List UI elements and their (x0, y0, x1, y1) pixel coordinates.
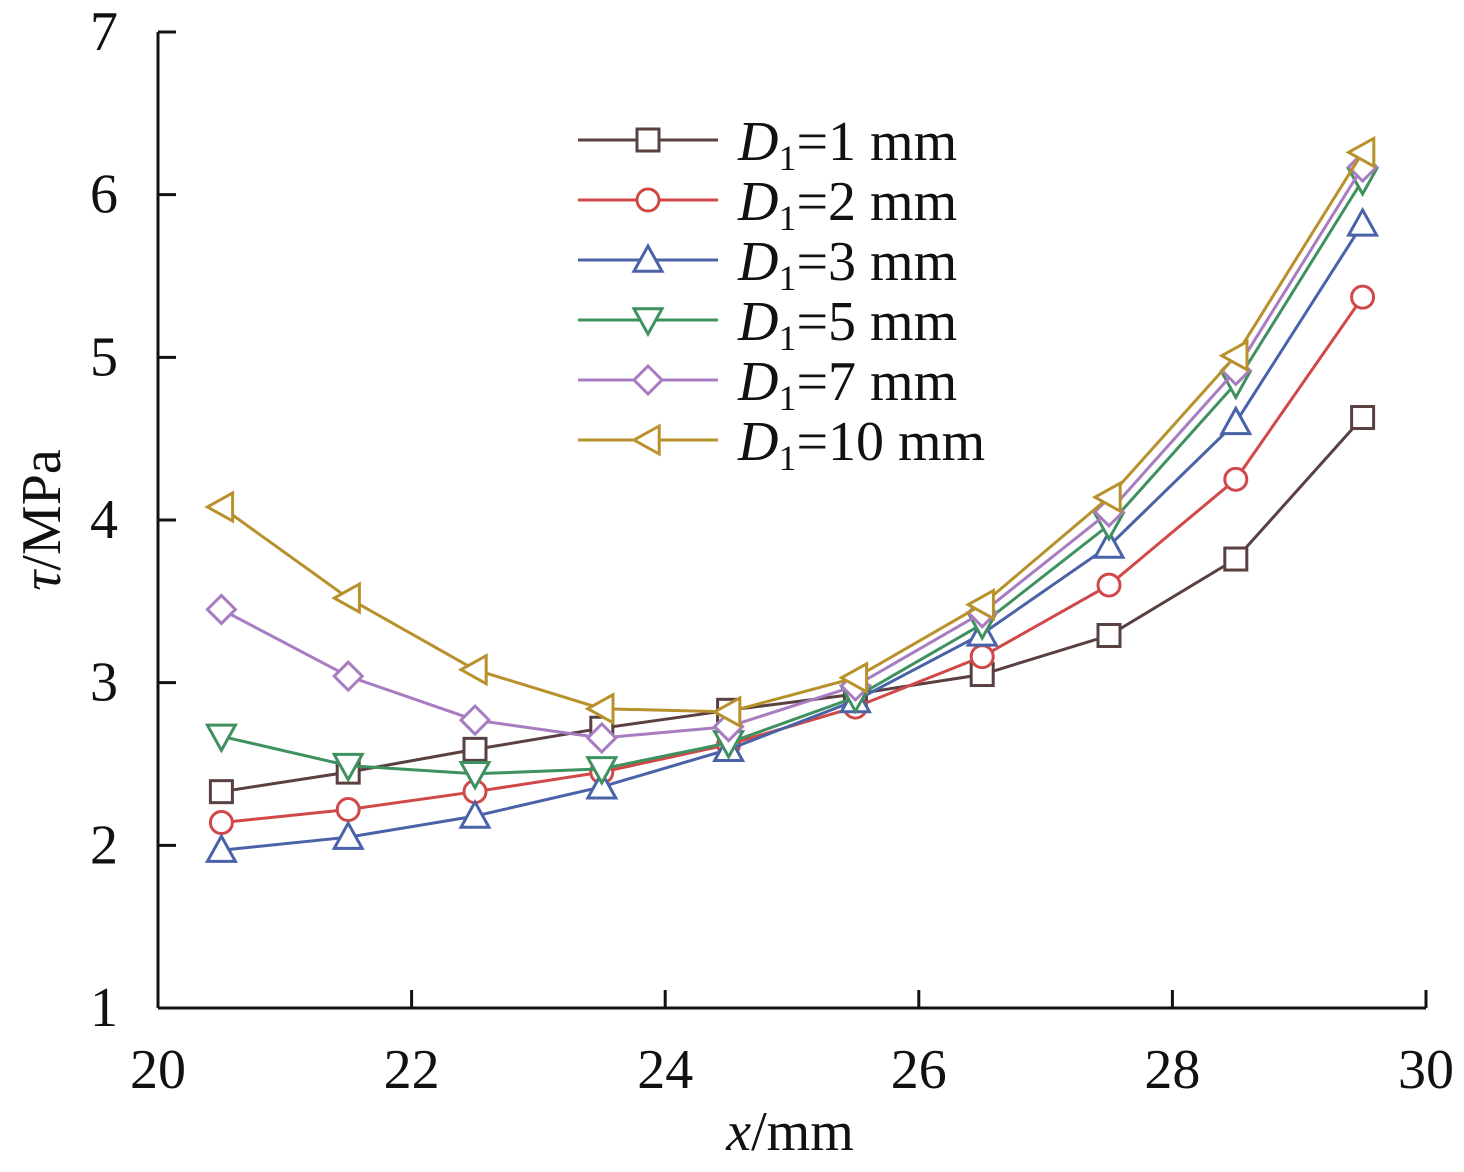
data-point (1350, 284, 1376, 310)
data-point (331, 820, 365, 850)
x-axis-label: x/mm (725, 1101, 854, 1163)
legend-marker (631, 307, 665, 338)
data-point (1223, 546, 1249, 572)
data-point (1350, 405, 1376, 431)
data-point (1096, 622, 1122, 648)
data-point (969, 644, 995, 670)
legend-marker (635, 187, 661, 213)
data-point (458, 703, 492, 737)
data-point (204, 723, 238, 754)
data-point (585, 756, 619, 786)
legend-item: D1=1 mm (578, 111, 957, 178)
data-point (1091, 480, 1122, 514)
x-tick-label: 22 (384, 1039, 440, 1101)
data-point (458, 798, 492, 829)
x-tick-label: 28 (1144, 1039, 1200, 1101)
axes: 1 2 3 4 5 6 7 20 22 24 26 28 30 (90, 1, 1454, 1101)
data-point (965, 588, 995, 622)
data-point (1223, 466, 1249, 492)
y-tick-label: 2 (90, 814, 118, 876)
legend-label: D1=10 mm (737, 411, 985, 478)
x-tick-label: 30 (1398, 1039, 1454, 1101)
series-6 (204, 135, 1376, 729)
data-point (204, 490, 235, 524)
y-tick-label: 3 (90, 652, 118, 714)
data-point (331, 581, 361, 615)
series-line (220, 166, 1364, 740)
series-line (221, 223, 1364, 852)
x-tick-label: 24 (637, 1039, 693, 1101)
series-line (220, 151, 1364, 714)
y-tick-label: 4 (90, 489, 118, 551)
legend-marker (631, 363, 665, 397)
legend-item: D1=5 mm (578, 291, 957, 358)
data-point (204, 833, 238, 863)
series-line (221, 416, 1364, 794)
legend-label: D1=2 mm (737, 171, 957, 238)
legend-label: D1=7 mm (737, 351, 957, 418)
data-point (585, 721, 618, 755)
x-tick-label: 20 (130, 1039, 186, 1101)
y-tick-label: 1 (90, 977, 118, 1039)
data-point (1096, 572, 1122, 598)
data-point (1219, 405, 1253, 436)
data-point (208, 810, 234, 836)
legend-item: D1=7 mm (578, 351, 957, 418)
legend-marker (630, 423, 661, 457)
data-point (1346, 206, 1380, 237)
legend-label: D1=3 mm (737, 231, 957, 298)
y-tick-label: 7 (90, 1, 118, 63)
data-point (838, 661, 869, 695)
legend-marker (631, 242, 665, 273)
data-point (335, 797, 361, 823)
series-3 (204, 206, 1380, 863)
data-point (208, 779, 234, 805)
data-point (1092, 528, 1126, 559)
data-point (1345, 135, 1376, 169)
legend-label: D1=5 mm (737, 291, 957, 358)
data-point (205, 593, 238, 626)
legend-item: D1=10 mm (578, 411, 985, 478)
legend-marker (635, 127, 661, 153)
series-2 (208, 284, 1376, 836)
data-point (331, 752, 365, 783)
legend-item: D1=3 mm (578, 231, 957, 298)
series-group (204, 135, 1380, 863)
data-point (1218, 339, 1249, 373)
data-point (332, 660, 365, 693)
y-tick-label: 6 (90, 164, 118, 226)
data-point (458, 761, 492, 791)
series-line (221, 296, 1364, 825)
data-point (457, 653, 488, 687)
y-tick-label: 5 (90, 326, 118, 388)
legend-label: D1=1 mm (737, 111, 957, 178)
data-point (462, 736, 488, 762)
series-line (221, 179, 1364, 776)
data-point (584, 692, 615, 726)
y-axis-label: τ/MPa (11, 449, 73, 591)
x-tick-label: 26 (891, 1039, 947, 1101)
data-point (711, 695, 742, 729)
legend-item: D1=2 mm (578, 171, 957, 238)
